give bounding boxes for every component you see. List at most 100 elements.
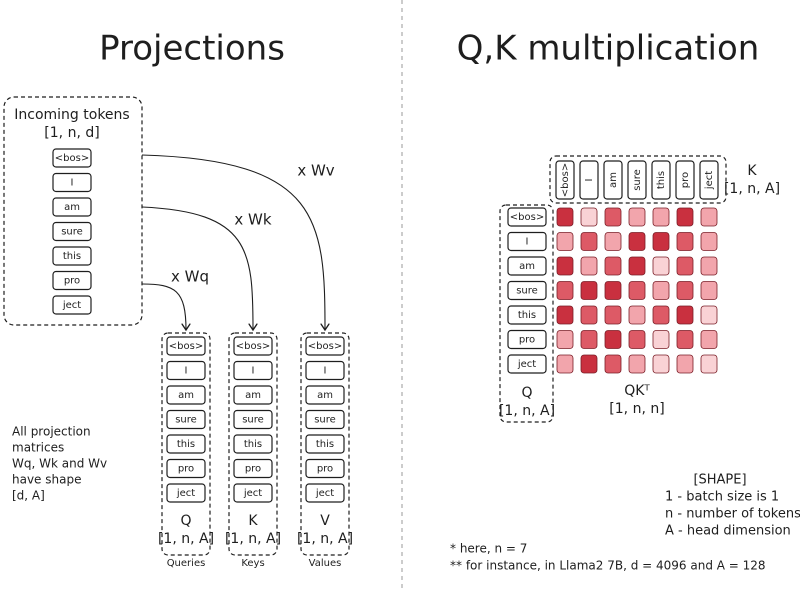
attention-cell (676, 305, 694, 325)
attention-cell (700, 256, 718, 276)
token-text: <bos> (169, 341, 203, 352)
token-box (651, 160, 671, 200)
legend-item: A - head dimension (665, 524, 791, 539)
token: <bos> (305, 336, 345, 356)
token-text: this (518, 310, 536, 321)
token-text: ject (704, 171, 715, 190)
token: <bos> (166, 336, 206, 356)
column-caption: Values (309, 558, 342, 569)
token-text: sure (242, 415, 264, 426)
token-text: sure (516, 286, 538, 297)
attention-cell (604, 256, 622, 276)
token-box (627, 160, 647, 200)
token: this (507, 305, 547, 325)
attention-cell (628, 330, 646, 349)
token: <bos> (233, 336, 273, 356)
arrow (141, 206, 253, 330)
token-text: this (177, 439, 195, 450)
token: sure (627, 160, 647, 200)
token-text: this (656, 171, 667, 189)
attention-cell (604, 232, 622, 251)
attention-cell (700, 330, 718, 349)
token: this (651, 160, 671, 200)
token-text: I (71, 178, 74, 189)
token: I (166, 360, 206, 381)
title: Projections (99, 29, 285, 69)
token-text: this (63, 251, 81, 262)
token: am (603, 160, 623, 200)
token-box (555, 160, 575, 200)
attention-cell (628, 354, 646, 374)
token-box (305, 409, 345, 430)
token: am (52, 197, 92, 217)
arrow-label: x Wv (297, 162, 334, 180)
arrow-label: x Wk (234, 211, 271, 229)
note-line: [d, A] (12, 489, 45, 503)
attention-cell (652, 354, 670, 374)
q-shape: [1, n, A] (499, 403, 555, 419)
attention-cell (700, 354, 718, 374)
attention-cell (676, 232, 694, 251)
token-text: pro (317, 464, 333, 475)
attention-cell (580, 305, 598, 325)
token-text: I (526, 237, 529, 248)
token-text: sure (61, 227, 83, 238)
token-box (233, 385, 273, 405)
token: this (233, 434, 273, 454)
token-text: I (324, 366, 327, 377)
incoming-title: Incoming tokens (14, 107, 129, 123)
token-box (166, 385, 206, 405)
title: Q,K multiplication (457, 29, 760, 69)
footnote: ** for instance, in Llama2 7B, d = 4096 … (450, 559, 766, 573)
column-label: K (248, 513, 258, 529)
token-text: ject (517, 359, 536, 370)
token: sure (507, 280, 547, 301)
token-box (166, 336, 206, 356)
token-text: ject (176, 488, 195, 499)
attention-cell (628, 232, 646, 251)
attention-cell (652, 305, 670, 325)
token: sure (166, 409, 206, 430)
legend-item: 1 - batch size is 1 (665, 490, 779, 505)
token-box (305, 483, 345, 503)
token: <bos> (555, 160, 575, 200)
token: am (305, 385, 345, 405)
arrow-label: x Wq (171, 268, 209, 286)
token-box (233, 483, 273, 503)
token: am (507, 256, 547, 276)
attention-cell (580, 256, 598, 276)
token: I (507, 231, 547, 252)
attention-cell (676, 256, 694, 276)
token-text: this (316, 439, 334, 450)
token-text: I (584, 179, 595, 182)
k-label: K (747, 163, 757, 179)
token-text: am (64, 202, 80, 213)
token: sure (233, 409, 273, 430)
attention-cell (580, 281, 598, 300)
token-box (233, 434, 273, 454)
token-box (52, 148, 92, 168)
note-line: All projection (12, 425, 91, 439)
attention-cell (628, 305, 646, 325)
token-text: <bos> (236, 341, 270, 352)
token-text: ject (243, 488, 262, 499)
column-label: V (320, 513, 330, 529)
token-box (166, 409, 206, 430)
token: pro (166, 458, 206, 479)
attention-cell (556, 256, 574, 276)
token-text: am (245, 390, 261, 401)
token-box (603, 160, 623, 200)
token-box (507, 207, 547, 227)
token-text: am (519, 261, 535, 272)
token-box (52, 172, 92, 193)
column-caption: Keys (241, 558, 264, 569)
token-text: am (608, 172, 619, 188)
attention-cell (604, 305, 622, 325)
token-box (305, 336, 345, 356)
attention-cell (556, 330, 574, 349)
token-text: ject (62, 300, 81, 311)
token-box (166, 360, 206, 381)
token-text: <bos> (55, 153, 89, 164)
k-shape: [1, n, A] (724, 181, 780, 197)
legend-item: n - number of tokens (665, 507, 800, 522)
